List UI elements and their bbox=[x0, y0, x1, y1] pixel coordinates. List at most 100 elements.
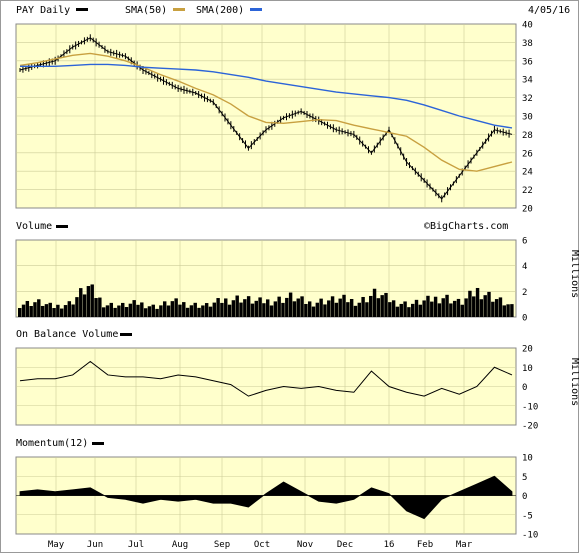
volume-bar bbox=[349, 298, 354, 317]
volume-ytick-label: 2 bbox=[522, 288, 527, 298]
chart-marks bbox=[16, 34, 516, 520]
volume-bar bbox=[56, 304, 60, 317]
volume-bar bbox=[426, 295, 430, 317]
volume-bar bbox=[449, 303, 453, 317]
price-ytick-label: 24 bbox=[522, 168, 533, 178]
volume-bar bbox=[174, 298, 178, 317]
volume-bar bbox=[266, 299, 270, 317]
volume-bar bbox=[414, 299, 419, 317]
volume-bar bbox=[327, 300, 331, 317]
volume-bar bbox=[441, 298, 445, 317]
volume-bar bbox=[319, 298, 323, 317]
volume-bar bbox=[151, 304, 155, 317]
momentum-ytick-label: -5 bbox=[522, 511, 533, 521]
volume-bar bbox=[346, 302, 350, 317]
volume-bar bbox=[468, 290, 472, 317]
volume-bar bbox=[269, 305, 274, 317]
axis-tick-labels: 20222426283032343638400246-20-1001020-10… bbox=[48, 21, 538, 551]
volume-bar bbox=[59, 308, 64, 317]
momentum-ytick-label: 0 bbox=[522, 492, 527, 502]
obv-ylabel: Millions bbox=[569, 358, 579, 406]
volume-ylabel: Millions bbox=[569, 250, 579, 298]
volume-bar bbox=[33, 302, 37, 317]
volume-bar bbox=[342, 294, 346, 317]
volume-bar bbox=[361, 296, 365, 317]
obv-ytick-label: 20 bbox=[522, 345, 533, 355]
volume-bar bbox=[273, 301, 278, 317]
volume-bar bbox=[37, 299, 41, 317]
volume-bar bbox=[197, 307, 201, 317]
price-line bbox=[19, 37, 513, 200]
volume-bar bbox=[52, 308, 56, 317]
xtick-label: Aug bbox=[172, 540, 188, 550]
volume-bar bbox=[365, 302, 369, 317]
volume-bar bbox=[178, 304, 182, 317]
volume-bar bbox=[281, 302, 285, 317]
volume-bar bbox=[246, 296, 251, 317]
grid-lines bbox=[16, 24, 516, 534]
price-ytick-label: 30 bbox=[522, 113, 533, 123]
volume-bar bbox=[132, 300, 136, 317]
volume-bar bbox=[250, 303, 255, 317]
xtick-label: Feb bbox=[417, 540, 433, 550]
volume-bar bbox=[491, 301, 495, 317]
volume-bar bbox=[452, 300, 457, 317]
volume-bar bbox=[456, 298, 461, 317]
volume-bar bbox=[44, 304, 49, 317]
momentum-ytick-label: 5 bbox=[522, 473, 527, 483]
volume-bar bbox=[136, 304, 140, 317]
xtick-label: Oct bbox=[254, 540, 270, 550]
obv-title-swatch bbox=[120, 333, 132, 336]
volume-bar bbox=[155, 308, 159, 317]
volume-bar bbox=[353, 305, 358, 317]
volume-bar bbox=[384, 292, 388, 317]
volume-bar bbox=[162, 301, 167, 317]
volume-bar bbox=[143, 308, 148, 317]
volume-bar bbox=[189, 305, 194, 317]
volume-bar bbox=[372, 288, 377, 317]
volume-bar bbox=[166, 305, 171, 317]
volume-bar bbox=[445, 294, 449, 317]
volume-bar bbox=[182, 302, 186, 317]
volume-bar bbox=[86, 286, 91, 317]
volume-bar bbox=[391, 300, 396, 317]
volume-bar bbox=[140, 302, 144, 317]
volume-bar bbox=[296, 298, 300, 317]
xtick-label: 16 bbox=[384, 540, 395, 550]
volume-bar bbox=[262, 303, 266, 317]
volume-bar bbox=[330, 296, 335, 317]
sma50-line bbox=[19, 52, 513, 172]
obv-ytick-label: 10 bbox=[522, 364, 533, 374]
xtick-label: Dec bbox=[337, 540, 353, 550]
volume-bar bbox=[101, 307, 106, 317]
volume-bar bbox=[300, 296, 304, 317]
volume-bar bbox=[506, 304, 510, 317]
volume-bar bbox=[121, 302, 125, 317]
volume-bar bbox=[29, 305, 33, 317]
volume-bar bbox=[231, 300, 236, 317]
legend-sma200-label: SMA(200) bbox=[196, 5, 244, 16]
volume-bar bbox=[227, 304, 232, 317]
volume-bar bbox=[357, 302, 362, 317]
volume-bar bbox=[109, 302, 114, 317]
volume-bar bbox=[460, 304, 465, 317]
volume-bar bbox=[338, 298, 342, 317]
price-ytick-label: 28 bbox=[522, 131, 533, 141]
legend-price-label: PAY Daily bbox=[16, 5, 70, 16]
volume-bar bbox=[18, 308, 22, 317]
xtick-label: Nov bbox=[297, 540, 313, 550]
volume-bar bbox=[117, 305, 121, 317]
volume-bar bbox=[258, 297, 262, 317]
volume-bar bbox=[487, 291, 491, 317]
volume-bar bbox=[185, 307, 190, 317]
volume-bar bbox=[25, 300, 30, 317]
volume-ytick-label: 6 bbox=[522, 237, 527, 247]
xtick-label: Jun bbox=[87, 540, 103, 550]
obv-ytick-label: -10 bbox=[522, 402, 538, 412]
volume-bar bbox=[193, 302, 197, 317]
volume-bar bbox=[94, 298, 98, 317]
volume-bar bbox=[311, 306, 316, 317]
watermark: ©BigCharts.com bbox=[424, 221, 508, 232]
